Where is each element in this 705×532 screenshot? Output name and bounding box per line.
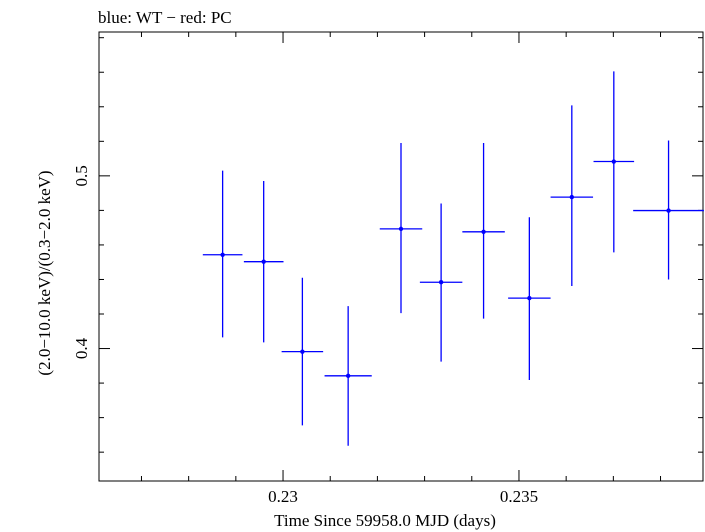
data-point <box>633 140 704 280</box>
chart-title: blue: WT − red: PC <box>98 8 232 27</box>
tick-labels: 0.23 0.235 0.4 0.5 <box>72 165 538 506</box>
x-tick-label: 0.23 <box>268 487 298 506</box>
data-marker <box>611 159 617 164</box>
data-marker <box>220 252 225 257</box>
data-point <box>508 217 551 380</box>
data-marker <box>666 208 671 213</box>
data-point <box>379 143 423 314</box>
data-marker <box>569 194 575 200</box>
data-marker <box>300 349 305 354</box>
data-marker <box>398 226 404 232</box>
data-point <box>593 71 635 253</box>
data-point <box>243 181 284 343</box>
data-points <box>202 71 704 446</box>
data-marker <box>438 280 444 285</box>
y-tick-label: 0.5 <box>72 165 91 186</box>
data-point <box>550 105 594 287</box>
data-marker <box>261 259 266 264</box>
y-tick-label: 0.4 <box>72 337 91 359</box>
plot-frame <box>98 31 704 482</box>
x-tick-label: 0.235 <box>500 487 538 506</box>
data-point <box>281 277 324 426</box>
axis-ticks <box>99 32 703 481</box>
data-marker <box>481 229 486 235</box>
x-axis-label: Time Since 59958.0 MJD (days) <box>274 511 496 530</box>
data-point <box>324 306 372 446</box>
data-point <box>462 143 505 319</box>
data-marker <box>527 295 532 301</box>
y-axis-label: (2.0−10.0 keV)/(0.3−2.0 keV) <box>35 170 54 375</box>
data-point <box>419 203 463 362</box>
data-marker <box>345 373 351 379</box>
data-point <box>202 170 243 338</box>
